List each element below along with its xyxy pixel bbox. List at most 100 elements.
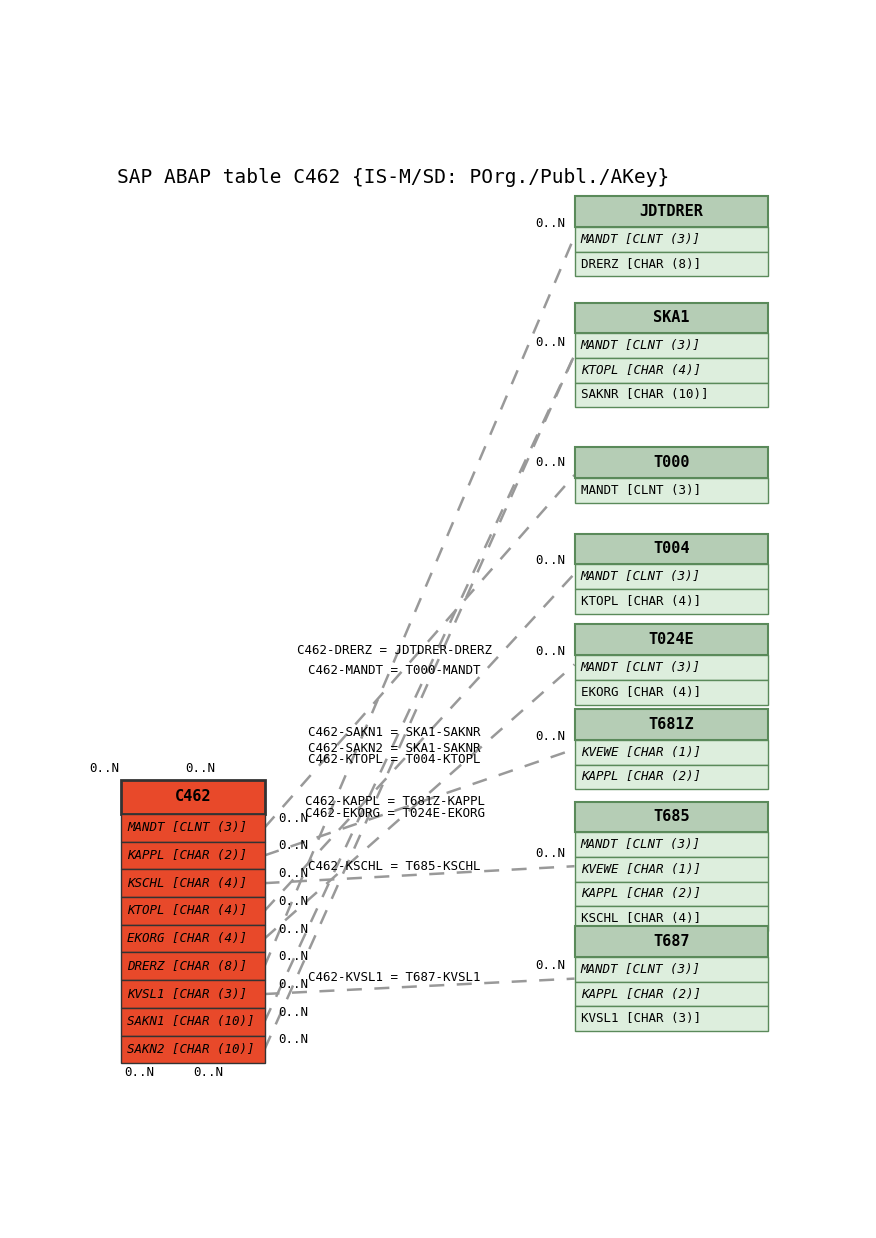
Text: 0..N: 0..N [279, 1034, 308, 1046]
Text: DRERZ [CHAR (8)]: DRERZ [CHAR (8)] [581, 258, 701, 271]
Text: KSCHL [CHAR (4)]: KSCHL [CHAR (4)] [127, 877, 247, 890]
Bar [575, 832, 768, 857]
Text: 0..N: 0..N [535, 555, 565, 567]
Bar [575, 982, 768, 1006]
Text: SAKN2 [CHAR (10)]: SAKN2 [CHAR (10)] [127, 1042, 255, 1056]
Text: T681Z: T681Z [648, 717, 694, 732]
Bar [575, 1006, 768, 1031]
Text: SAP ABAP table C462 {IS-M/SD: POrg./Publ./AKey}: SAP ABAP table C462 {IS-M/SD: POrg./Publ… [117, 168, 669, 187]
Text: T687: T687 [653, 935, 689, 950]
Bar [575, 302, 768, 333]
Text: DRERZ [CHAR (8)]: DRERZ [CHAR (8)] [127, 959, 247, 973]
Text: JDTDRER: JDTDRER [639, 204, 703, 219]
Text: C462-EKORG = T024E-EKORG: C462-EKORG = T024E-EKORG [305, 807, 484, 821]
Text: 0..N: 0..N [535, 335, 565, 349]
Text: MANDT [CLNT (3)]: MANDT [CLNT (3)] [581, 233, 701, 246]
Text: C462-MANDT = T000-MANDT: C462-MANDT = T000-MANDT [308, 664, 481, 676]
Text: 0..N: 0..N [535, 959, 565, 973]
Text: MANDT [CLNT (3)]: MANDT [CLNT (3)] [581, 484, 701, 496]
Text: 0..N: 0..N [535, 730, 565, 743]
Text: T004: T004 [653, 541, 689, 556]
Text: 0..N: 0..N [124, 1066, 154, 1080]
Bar [575, 358, 768, 383]
Text: 0..N: 0..N [535, 645, 565, 659]
Text: MANDT [CLNT (3)]: MANDT [CLNT (3)] [581, 571, 701, 583]
Bar [575, 197, 768, 227]
Bar [575, 478, 768, 503]
Bar [575, 926, 768, 957]
Text: MANDT [CLNT (3)]: MANDT [CLNT (3)] [581, 963, 701, 976]
Bar [575, 740, 768, 765]
Text: 0..N: 0..N [535, 456, 565, 469]
Text: 0..N: 0..N [279, 951, 308, 963]
Text: 0..N: 0..N [279, 922, 308, 936]
Text: SAKN1 [CHAR (10)]: SAKN1 [CHAR (10)] [127, 1015, 255, 1029]
Bar [575, 565, 768, 589]
Text: 0..N: 0..N [193, 1066, 223, 1080]
Text: KAPPL [CHAR (2)]: KAPPL [CHAR (2)] [127, 849, 247, 862]
Text: T685: T685 [653, 810, 689, 825]
Bar [121, 869, 265, 898]
Text: SKA1: SKA1 [653, 311, 689, 326]
Text: 0..N: 0..N [279, 812, 308, 825]
Text: KVEWE [CHAR (1)]: KVEWE [CHAR (1)] [581, 863, 701, 875]
Bar [575, 881, 768, 906]
Bar [121, 952, 265, 980]
Bar [121, 780, 265, 813]
Bar [575, 251, 768, 276]
Text: SAKNR [CHAR (10)]: SAKNR [CHAR (10)] [581, 389, 708, 401]
Bar [575, 957, 768, 982]
Bar [121, 898, 265, 925]
Bar [121, 1008, 265, 1036]
Text: KTOPL [CHAR (4)]: KTOPL [CHAR (4)] [581, 594, 701, 608]
Bar [575, 655, 768, 680]
Bar [575, 333, 768, 358]
Text: 0..N: 0..N [535, 217, 565, 230]
Text: KVSL1 [CHAR (3)]: KVSL1 [CHAR (3)] [127, 988, 247, 1000]
Text: C462-SAKN1 = SKA1-SAKNR: C462-SAKN1 = SKA1-SAKNR [308, 725, 481, 739]
Bar [121, 842, 265, 869]
Text: KVSL1 [CHAR (3)]: KVSL1 [CHAR (3)] [581, 1013, 701, 1025]
Text: 0..N: 0..N [279, 839, 308, 852]
Bar [575, 801, 768, 832]
Text: KTOPL [CHAR (4)]: KTOPL [CHAR (4)] [127, 905, 247, 917]
Text: 0..N: 0..N [89, 763, 120, 775]
Text: C462-KTOPL = T004-KTOPL: C462-KTOPL = T004-KTOPL [308, 753, 481, 766]
Text: EKORG [CHAR (4)]: EKORG [CHAR (4)] [127, 932, 247, 945]
Text: KAPPL [CHAR (2)]: KAPPL [CHAR (2)] [581, 888, 701, 900]
Text: C462-KVSL1 = T687-KVSL1: C462-KVSL1 = T687-KVSL1 [308, 972, 481, 984]
Text: 0..N: 0..N [279, 895, 308, 907]
Bar [121, 813, 265, 842]
Bar [575, 534, 768, 565]
Bar [575, 906, 768, 931]
Bar [575, 227, 768, 251]
Bar [575, 765, 768, 789]
Bar [121, 925, 265, 952]
Text: KVEWE [CHAR (1)]: KVEWE [CHAR (1)] [581, 745, 701, 759]
Bar [575, 709, 768, 740]
Bar [575, 589, 768, 614]
Bar [575, 624, 768, 655]
Text: C462: C462 [174, 790, 211, 805]
Text: 0..N: 0..N [279, 867, 308, 880]
Text: KAPPL [CHAR (2)]: KAPPL [CHAR (2)] [581, 770, 701, 784]
Bar [575, 680, 768, 704]
Text: C462-SAKN2 = SKA1-SAKNR: C462-SAKN2 = SKA1-SAKNR [308, 742, 481, 755]
Text: 0..N: 0..N [279, 1005, 308, 1019]
Text: C462-KSCHL = T685-KSCHL: C462-KSCHL = T685-KSCHL [308, 860, 481, 873]
Text: KAPPL [CHAR (2)]: KAPPL [CHAR (2)] [581, 988, 701, 1000]
Text: EKORG [CHAR (4)]: EKORG [CHAR (4)] [581, 686, 701, 698]
Bar [575, 383, 768, 407]
Text: T000: T000 [653, 456, 689, 470]
Text: 0..N: 0..N [535, 847, 565, 860]
Text: 0..N: 0..N [279, 978, 308, 990]
Text: T024E: T024E [648, 633, 694, 647]
Bar [575, 447, 768, 478]
Text: MANDT [CLNT (3)]: MANDT [CLNT (3)] [127, 821, 247, 834]
Text: MANDT [CLNT (3)]: MANDT [CLNT (3)] [581, 339, 701, 352]
Bar [121, 980, 265, 1008]
Text: 0..N: 0..N [186, 763, 215, 775]
Text: KSCHL [CHAR (4)]: KSCHL [CHAR (4)] [581, 912, 701, 925]
Text: KTOPL [CHAR (4)]: KTOPL [CHAR (4)] [581, 364, 701, 376]
Text: C462-KAPPL = T681Z-KAPPL: C462-KAPPL = T681Z-KAPPL [305, 795, 484, 807]
